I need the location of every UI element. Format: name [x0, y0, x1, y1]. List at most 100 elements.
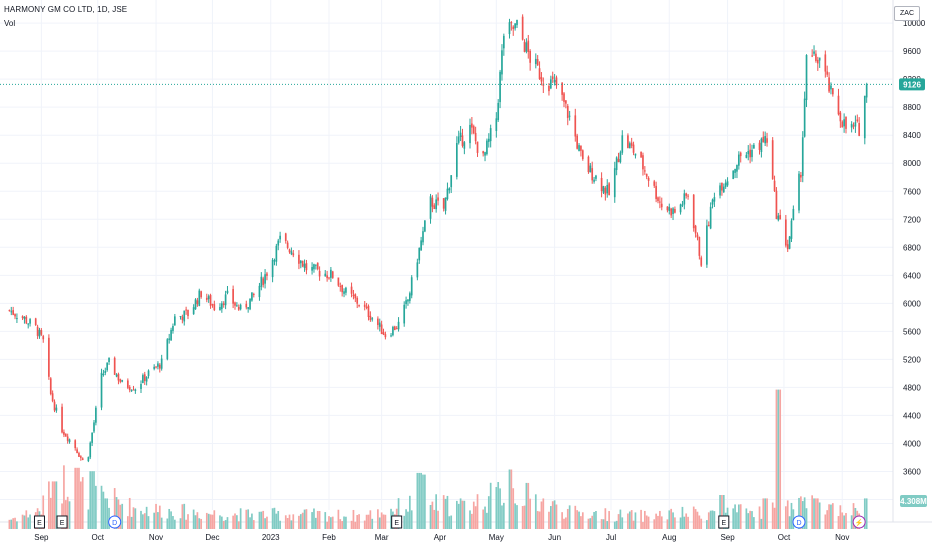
earnings-marker[interactable] [56, 515, 68, 529]
candle-body[interactable] [331, 271, 334, 278]
candle-body[interactable] [600, 177, 603, 192]
candle-body[interactable] [538, 68, 541, 79]
candle-body[interactable] [732, 170, 735, 179]
candle-body[interactable] [236, 305, 238, 307]
candle-body[interactable] [23, 316, 26, 319]
candle-body[interactable] [608, 183, 610, 196]
candle-body[interactable] [262, 278, 265, 285]
candle-body[interactable] [830, 85, 832, 90]
candle-body[interactable] [666, 206, 669, 211]
candle-body[interactable] [619, 152, 622, 163]
candle-body[interactable] [247, 307, 250, 309]
candle-body[interactable] [418, 247, 421, 261]
candle-body[interactable] [380, 324, 383, 335]
candle-body[interactable] [657, 197, 659, 202]
candle-body[interactable] [384, 334, 387, 338]
candle-body[interactable] [566, 105, 569, 118]
candle-body[interactable] [220, 303, 223, 310]
candle-body[interactable] [251, 292, 253, 301]
candle-body[interactable] [187, 309, 189, 317]
candle-body[interactable] [760, 138, 763, 153]
candle-body[interactable] [209, 295, 212, 306]
candle-body[interactable] [132, 389, 135, 391]
candle-body[interactable] [630, 142, 633, 146]
candle-body[interactable] [463, 142, 466, 149]
candle-body[interactable] [102, 373, 105, 375]
candle-body[interactable] [275, 245, 278, 262]
candle-body[interactable] [510, 22, 513, 24]
candle-body[interactable] [852, 125, 855, 127]
candle-body[interactable] [497, 102, 500, 120]
candle-body[interactable] [495, 118, 498, 132]
candle-body[interactable] [8, 310, 11, 312]
candle-body[interactable] [213, 304, 216, 311]
candle-body[interactable] [314, 264, 317, 266]
candle-body[interactable] [800, 174, 802, 178]
candle-body[interactable] [565, 100, 567, 104]
candle-body[interactable] [179, 315, 182, 317]
candle-body[interactable] [534, 58, 537, 64]
candle-body[interactable] [549, 79, 552, 89]
candle-body[interactable] [29, 319, 31, 324]
candle-body[interactable] [707, 224, 710, 227]
candle-body[interactable] [721, 182, 723, 191]
candle-body[interactable] [792, 208, 795, 221]
candle-body[interactable] [108, 357, 110, 362]
candle-body[interactable] [117, 373, 120, 381]
candle-body[interactable] [472, 126, 475, 134]
candle-body[interactable] [536, 59, 539, 66]
candle-body[interactable] [687, 195, 689, 197]
candle-body[interactable] [119, 379, 122, 382]
candle-body[interactable] [196, 300, 199, 305]
candle-body[interactable] [824, 54, 827, 72]
candle-body[interactable] [192, 307, 195, 315]
last-volume-tag[interactable] [900, 495, 927, 507]
candle-body[interactable] [266, 273, 268, 276]
candle-body[interactable] [341, 285, 344, 293]
candle-body[interactable] [709, 206, 712, 229]
candle-body[interactable] [350, 286, 353, 294]
candle-body[interactable] [34, 318, 37, 325]
candle-body[interactable] [429, 196, 432, 219]
dividend-marker[interactable] [792, 515, 806, 529]
candle-body[interactable] [172, 325, 174, 331]
candle-body[interactable] [78, 453, 80, 457]
candle-body[interactable] [813, 51, 815, 54]
candle-body[interactable] [157, 363, 159, 367]
candle-body[interactable] [798, 173, 800, 211]
candle-body[interactable] [64, 433, 67, 437]
candle-body[interactable] [63, 431, 65, 435]
candle-body[interactable] [277, 240, 280, 246]
candle-body[interactable] [816, 59, 819, 64]
candle-body[interactable] [288, 249, 291, 253]
candle-body[interactable] [628, 143, 631, 149]
candle-body[interactable] [301, 260, 304, 267]
last-price-tag[interactable] [899, 78, 925, 91]
candle-body[interactable] [104, 370, 107, 374]
candle-body[interactable] [581, 150, 584, 160]
candle-body[interactable] [773, 180, 776, 192]
candle-body[interactable] [252, 294, 255, 296]
candle-body[interactable] [634, 153, 637, 156]
candle-body[interactable] [155, 366, 157, 368]
candle-body[interactable] [837, 95, 840, 115]
candle-body[interactable] [290, 251, 293, 255]
candle-body[interactable] [27, 323, 30, 325]
candle-body[interactable] [737, 154, 740, 166]
candle-body[interactable] [831, 88, 834, 95]
candle-body[interactable] [474, 132, 477, 142]
candle-body[interactable] [521, 16, 524, 40]
candle-body[interactable] [356, 297, 359, 304]
candle-body[interactable] [828, 77, 830, 92]
candle-body[interactable] [811, 55, 814, 57]
candle-body[interactable] [198, 290, 201, 306]
candle-body[interactable] [576, 135, 579, 149]
candle-body[interactable] [93, 422, 95, 432]
candle-body[interactable] [53, 401, 56, 411]
candle-body[interactable] [234, 302, 236, 306]
candle-body[interactable] [818, 57, 821, 61]
candle-body[interactable] [16, 318, 18, 320]
candle-body[interactable] [55, 407, 58, 411]
candle-body[interactable] [68, 439, 71, 443]
candle-body[interactable] [655, 185, 657, 199]
